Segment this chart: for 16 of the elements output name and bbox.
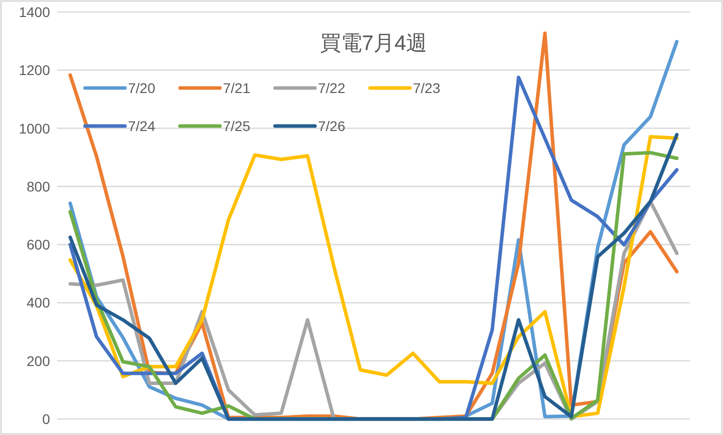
text: 買電7月4週 <box>320 32 428 55</box>
legend-label: 7/22 <box>318 80 346 96</box>
y-tick-label: 1000 <box>18 120 50 136</box>
legend-label: 7/24 <box>128 118 156 134</box>
legend-label: 7/25 <box>223 118 250 134</box>
y-tick-label: 200 <box>26 352 50 369</box>
legend-label: 7/21 <box>223 80 250 96</box>
y-tick-label: 600 <box>26 236 50 253</box>
y-tick-label: 0 <box>42 411 50 427</box>
y-tick-label: 1400 <box>18 4 50 20</box>
legend-label: 7/20 <box>128 80 156 96</box>
y-tick-label: 800 <box>26 178 50 194</box>
y-tick-label: 1200 <box>18 62 50 78</box>
legend-label: 7/26 <box>318 118 346 134</box>
legend-label: 7/23 <box>413 80 440 96</box>
y-tick-label: 400 <box>26 294 50 311</box>
